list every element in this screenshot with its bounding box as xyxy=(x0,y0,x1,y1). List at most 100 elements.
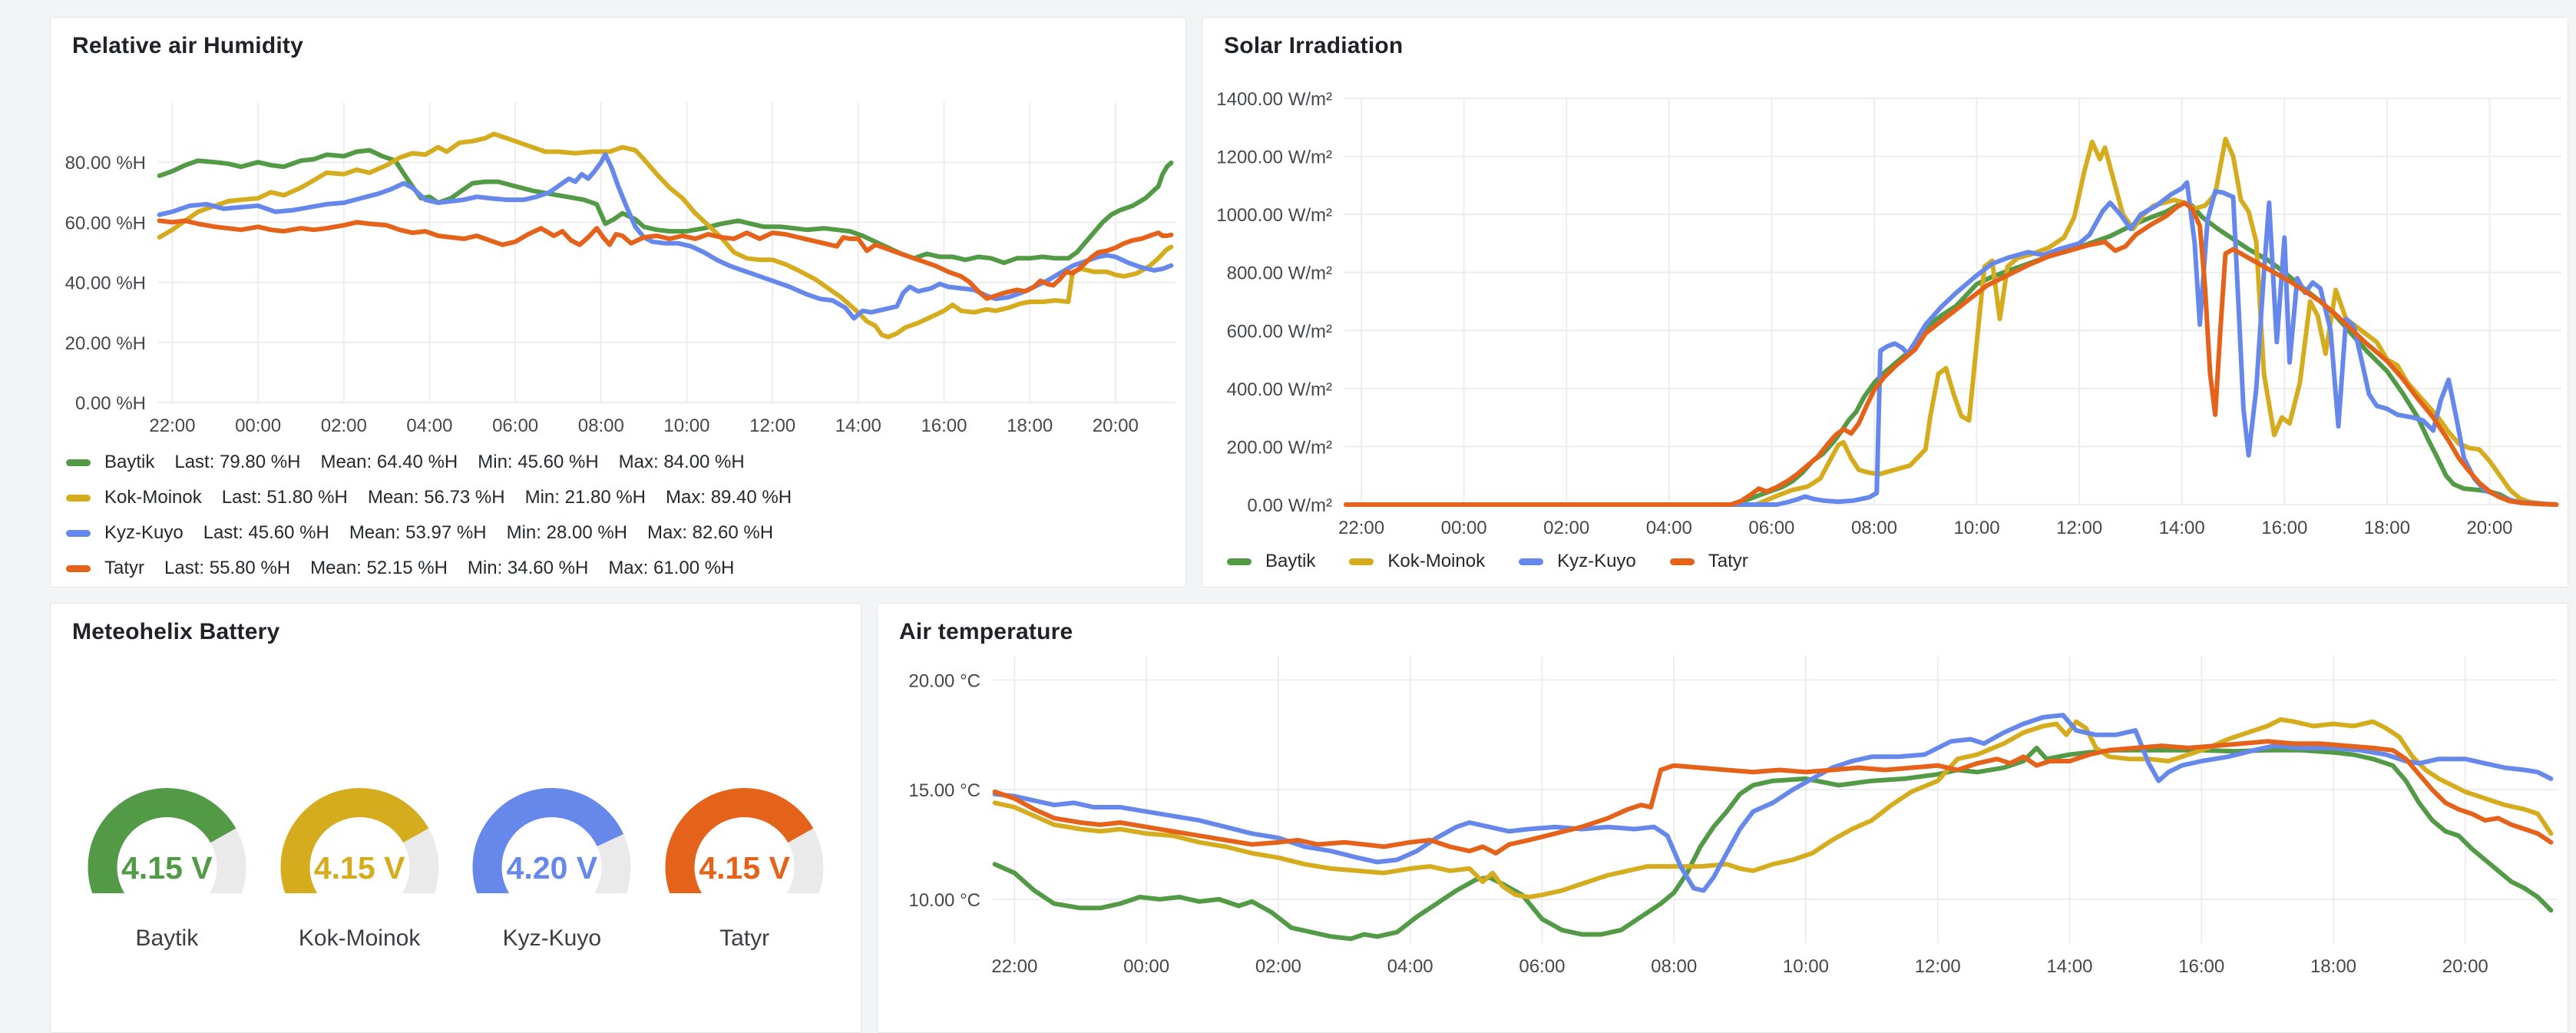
gauge-kyz-kuyo: 4.20 V Kyz-Kuyo xyxy=(462,776,641,952)
series-dash-icon xyxy=(66,494,91,502)
legend-row-kyz-kuyo[interactable]: Kyz-Kuyo Last: 45.60 %H Mean: 53.97 %H M… xyxy=(66,515,812,551)
svg-text:20.00 %H: 20.00 %H xyxy=(65,333,146,354)
gauge-value: 4.20 V xyxy=(506,850,598,886)
svg-text:16:00: 16:00 xyxy=(921,416,967,436)
battery-gauges: 4.15 V Baytik 4.15 V Kok-Moinok 4.20 V K… xyxy=(51,776,861,952)
svg-text:60.00 %H: 60.00 %H xyxy=(65,213,146,233)
legend-item-kyz-kuyo[interactable]: Kyz-Kuyo xyxy=(1519,551,1636,572)
svg-text:18:00: 18:00 xyxy=(2364,518,2410,538)
svg-text:08:00: 08:00 xyxy=(1851,518,1897,538)
gauge-kok-moinok: 4.15 V Kok-Moinok xyxy=(270,776,449,952)
legend-row-tatyr[interactable]: Tatyr Last: 55.80 %H Mean: 52.15 %H Min:… xyxy=(66,551,812,586)
gauge-arc xyxy=(280,788,439,893)
legend-row-kok-moinok[interactable]: Kok-Moinok Last: 51.80 %H Mean: 56.73 %H… xyxy=(66,480,812,515)
svg-text:18:00: 18:00 xyxy=(2310,956,2356,977)
legend-series-name[interactable]: Baytik xyxy=(104,452,155,472)
svg-text:12:00: 12:00 xyxy=(1915,956,1961,977)
legend-series-name[interactable]: Tatyr xyxy=(104,558,145,578)
svg-text:00:00: 00:00 xyxy=(1441,518,1487,538)
panel-title-temperature[interactable]: Air temperature xyxy=(899,619,1073,644)
legend-stat-max: Max: 82.60 %H xyxy=(647,522,774,543)
legend-series-name[interactable]: Kyz-Kuyo xyxy=(104,522,184,543)
svg-text:14:00: 14:00 xyxy=(835,416,881,436)
legend-stat-min: Min: 21.80 %H xyxy=(524,487,646,508)
legend-item-baytik[interactable]: Baytik xyxy=(1227,551,1315,572)
svg-text:800.00 W/m²: 800.00 W/m² xyxy=(1227,263,1332,284)
series-dash-icon xyxy=(1227,558,1252,565)
svg-text:15.00 °C: 15.00 °C xyxy=(908,780,980,801)
svg-text:16:00: 16:00 xyxy=(2178,956,2224,977)
legend-stat-mean: Mean: 56.73 %H xyxy=(367,487,505,508)
legend-row-baytik[interactable]: Baytik Last: 79.80 %H Mean: 64.40 %H Min… xyxy=(66,445,812,480)
svg-text:1000.00 W/m²: 1000.00 W/m² xyxy=(1216,205,1332,226)
panel-meteohelix-battery: Meteohelix Battery 4.15 V Baytik 4.15 V … xyxy=(50,603,861,1033)
legend-series-name[interactable]: Baytik xyxy=(1265,551,1316,571)
panel-title-solar[interactable]: Solar Irradiation xyxy=(1224,33,1404,58)
humidity-line-chart[interactable]: 0.00 %H 20.00 %H 40.00 %H 60.00 %H 80.00 %H 2… xyxy=(51,18,1185,587)
humidity-legend: Baytik Last: 79.80 %H Mean: 64.40 %H Min… xyxy=(66,445,812,586)
series-dash-icon xyxy=(66,565,91,572)
legend-stat-last: Last: 45.60 %H xyxy=(203,522,329,543)
series-dash-icon xyxy=(1669,558,1695,565)
gauge-arc xyxy=(88,788,246,893)
svg-text:06:00: 06:00 xyxy=(1519,956,1565,977)
svg-text:06:00: 06:00 xyxy=(492,416,538,436)
panel-title-battery[interactable]: Meteohelix Battery xyxy=(72,619,280,644)
svg-text:200.00 W/m²: 200.00 W/m² xyxy=(1227,437,1332,458)
svg-text:20:00: 20:00 xyxy=(1093,416,1139,436)
legend-stat-min: Min: 28.00 %H xyxy=(506,522,627,543)
svg-text:02:00: 02:00 xyxy=(1255,956,1301,977)
gauge-value: 4.15 V xyxy=(313,850,405,886)
series-dash-icon xyxy=(1349,558,1374,565)
svg-text:0.00 W/m²: 0.00 W/m² xyxy=(1247,495,1332,516)
gauge-value: 4.15 V xyxy=(121,850,213,886)
svg-text:22:00: 22:00 xyxy=(149,416,195,436)
svg-text:600.00 W/m²: 600.00 W/m² xyxy=(1227,321,1332,342)
svg-text:06:00: 06:00 xyxy=(1748,518,1794,538)
svg-text:20:00: 20:00 xyxy=(2442,956,2488,977)
gauge-value: 4.15 V xyxy=(699,850,790,886)
legend-series-name[interactable]: Kyz-Kuyo xyxy=(1557,551,1636,571)
svg-text:0.00 %H: 0.00 %H xyxy=(75,393,146,414)
gauge-arc xyxy=(472,788,631,893)
legend-stat-mean: Mean: 52.15 %H xyxy=(310,558,448,578)
svg-text:04:00: 04:00 xyxy=(406,416,452,436)
svg-text:14:00: 14:00 xyxy=(2159,518,2205,538)
gauge-baytik: 4.15 V Baytik xyxy=(78,776,256,952)
svg-text:02:00: 02:00 xyxy=(321,416,367,436)
legend-series-name[interactable]: Kok-Moinok xyxy=(1387,551,1486,571)
panel-solar-irradiation: Solar Irradiation 0.00 W/m² 200.00 W/m² 40… xyxy=(1202,17,2568,588)
legend-stat-mean: Mean: 64.40 %H xyxy=(320,452,458,472)
gauge-label: Baytik xyxy=(135,925,199,951)
series-dash-icon xyxy=(1519,558,1544,565)
legend-stat-mean: Mean: 53.97 %H xyxy=(349,522,487,543)
legend-series-name[interactable]: Kok-Moinok xyxy=(104,487,202,508)
panel-relative-air-humidity: Relative air Humidity 0.00 %H 20.00 %H 40.… xyxy=(50,17,1186,588)
svg-text:80.00 %H: 80.00 %H xyxy=(65,153,146,174)
legend-stat-max: Max: 89.40 %H xyxy=(666,487,792,508)
svg-text:04:00: 04:00 xyxy=(1646,518,1692,538)
svg-text:00:00: 00:00 xyxy=(1123,956,1169,977)
svg-text:12:00: 12:00 xyxy=(749,416,795,436)
svg-text:08:00: 08:00 xyxy=(578,416,624,436)
legend-stat-max: Max: 61.00 %H xyxy=(608,558,735,578)
temperature-line-chart[interactable]: 10.00 °C 15.00 °C 20.00 °C 22:00 00:00 02:00 0… xyxy=(878,604,2568,1032)
svg-text:10:00: 10:00 xyxy=(663,416,709,436)
series-dash-icon xyxy=(66,459,91,466)
svg-text:20:00: 20:00 xyxy=(2466,518,2512,538)
gauge-tatyr: 4.15 V Tatyr xyxy=(655,776,834,952)
svg-text:16:00: 16:00 xyxy=(2261,518,2307,538)
legend-stat-last: Last: 55.80 %H xyxy=(164,558,291,578)
legend-item-tatyr[interactable]: Tatyr xyxy=(1669,551,1748,572)
svg-text:08:00: 08:00 xyxy=(1651,956,1697,977)
svg-text:1200.00 W/m²: 1200.00 W/m² xyxy=(1216,147,1332,168)
panel-title-humidity[interactable]: Relative air Humidity xyxy=(72,33,303,58)
svg-text:22:00: 22:00 xyxy=(1338,518,1384,538)
legend-item-kok-moinok[interactable]: Kok-Moinok xyxy=(1349,551,1485,572)
panel-air-temperature: Air temperature 10.00 °C 15.00 °C 20.00 °C… xyxy=(877,603,2568,1033)
svg-text:1400.00 W/m²: 1400.00 W/m² xyxy=(1216,89,1332,110)
svg-text:12:00: 12:00 xyxy=(2056,518,2102,538)
series-dash-icon xyxy=(66,529,91,537)
legend-series-name[interactable]: Tatyr xyxy=(1708,551,1748,571)
solar-line-chart[interactable]: 0.00 W/m² 200.00 W/m² 400.00 W/m² 600.00 W/… xyxy=(1202,18,2568,587)
